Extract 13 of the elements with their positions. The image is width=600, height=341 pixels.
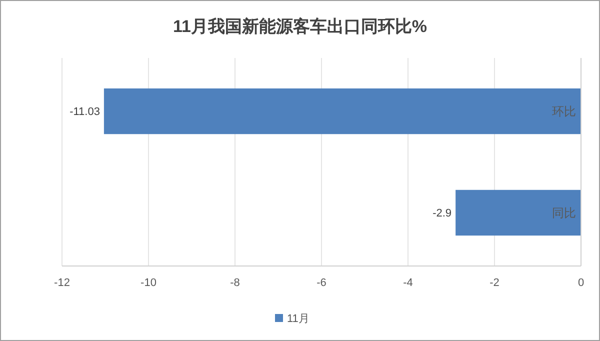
x-tick-label: -8 — [230, 277, 240, 289]
x-tick-label: -4 — [403, 277, 413, 289]
x-tick-label: -2 — [490, 277, 500, 289]
x-tick-label: -10 — [140, 277, 156, 289]
chart-title: 11月我国新能源客车出口同环比% — [172, 17, 428, 36]
y-tick-label: 环比 — [552, 104, 576, 118]
x-tick-label: -6 — [316, 277, 326, 289]
data-label: -2.9 — [432, 208, 452, 220]
y-tick-label: 同比 — [552, 206, 576, 220]
x-tick-label: 0 — [578, 277, 584, 289]
legend-label: 11月 — [287, 313, 310, 325]
data-label: -11.03 — [70, 106, 100, 118]
x-tick-label: -12 — [54, 277, 70, 289]
